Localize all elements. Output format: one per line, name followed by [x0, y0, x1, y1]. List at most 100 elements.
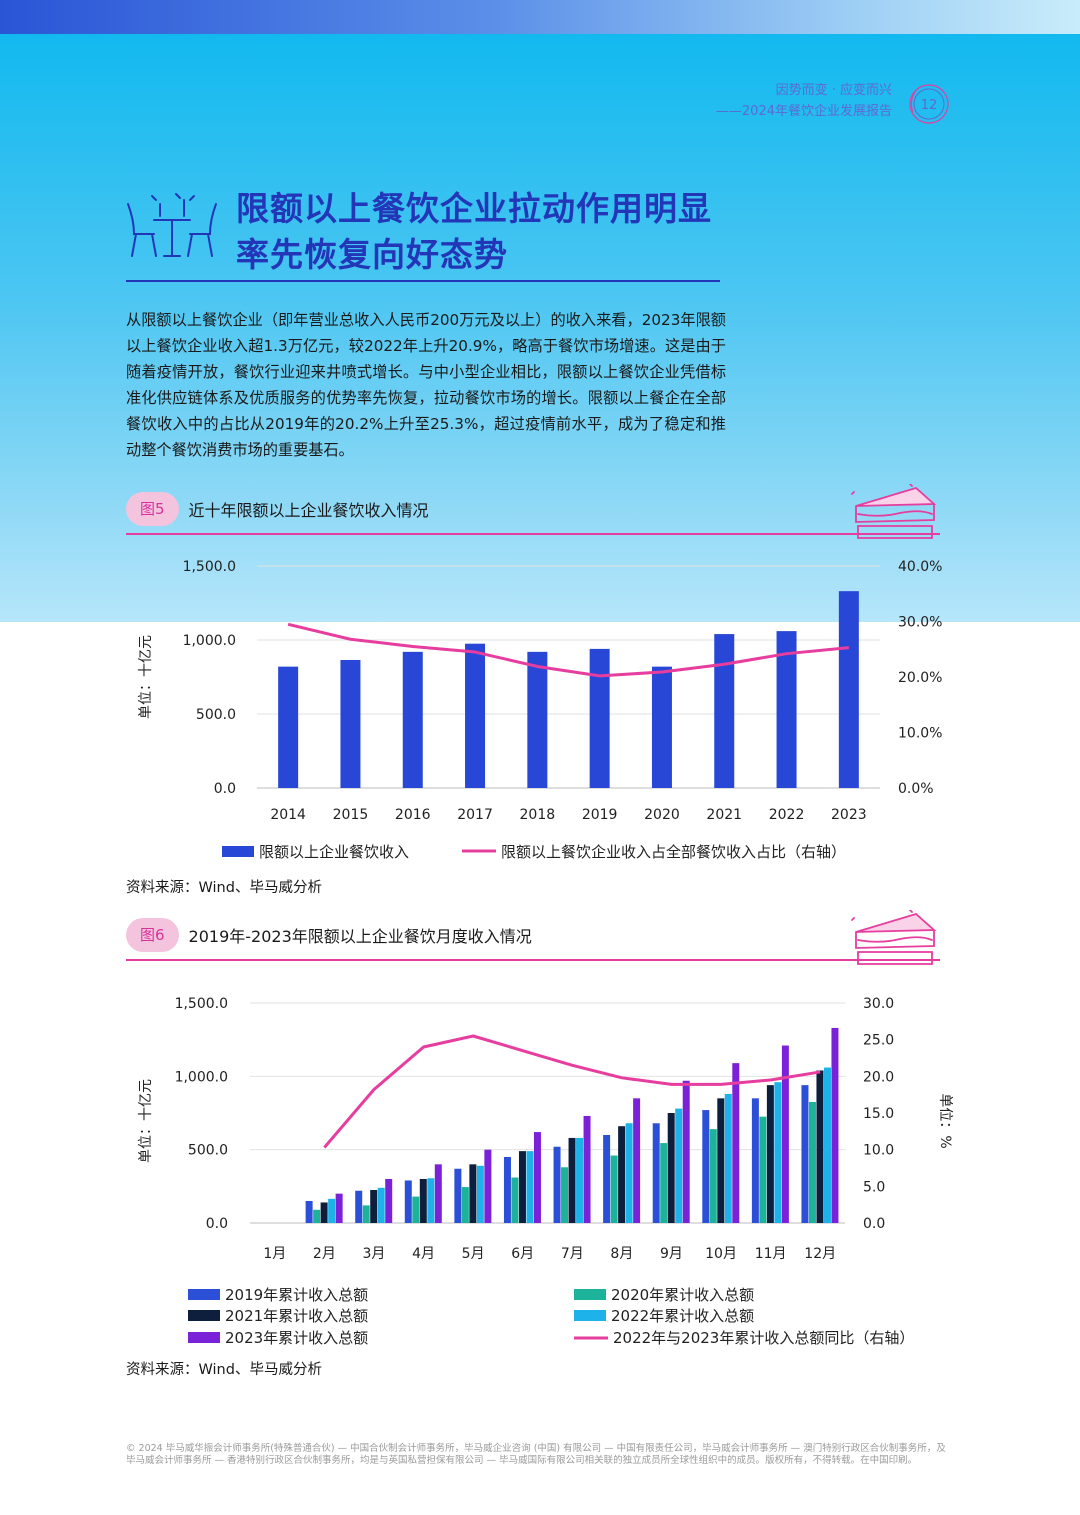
- bar-s2020: [610, 1155, 618, 1223]
- bar-s2020: [511, 1177, 519, 1223]
- y-tick-label: 1,000.0: [175, 1069, 228, 1085]
- y2-axis-label: 单位：%: [937, 1093, 953, 1148]
- y2-tick-label: 15.0: [863, 1106, 894, 1122]
- bar-s2019: [305, 1201, 313, 1223]
- bar: [776, 631, 797, 788]
- figure6-source: 资料来源：Wind、毕马威分析: [126, 1362, 322, 1378]
- bar-s2020: [412, 1196, 420, 1223]
- legend-swatch-s2019: [188, 1289, 220, 1300]
- bar-s2019: [801, 1085, 809, 1223]
- x-tick-label: 3月: [362, 1246, 385, 1262]
- bar-s2019: [652, 1123, 660, 1223]
- copyright-footer: © 2024 毕马威华振会计师事务所(特殊普通合伙) — 中国合伙制会计师事务所…: [126, 1443, 946, 1466]
- bar-s2020: [561, 1167, 569, 1223]
- bar-s2020: [362, 1205, 370, 1223]
- bar: [838, 591, 859, 788]
- y2-tick-label: 40.0%: [898, 559, 942, 575]
- x-tick-label: 2月: [313, 1246, 336, 1262]
- x-tick-label: 8月: [610, 1246, 633, 1262]
- bar-s2021: [717, 1098, 725, 1223]
- x-tick-label: 2018: [520, 807, 556, 823]
- bar-s2022: [377, 1187, 385, 1223]
- figure5-chart: 0.0 500.0 1,000.0 1,500.0 0.0% 10.0% 20.0% 30.0…: [138, 559, 942, 861]
- figure5-label: 图5 近十年限额以上企业餐饮收入情况: [126, 492, 429, 526]
- figure5-badge: 图5: [126, 492, 179, 526]
- bar-s2020: [313, 1209, 321, 1223]
- bar-s2022: [823, 1067, 831, 1223]
- bar-s2022: [774, 1082, 782, 1223]
- title-underline: [126, 280, 720, 282]
- x-tick-label: 2020: [644, 807, 680, 823]
- bar: [465, 643, 486, 788]
- bar: [340, 659, 361, 788]
- bar-s2022: [427, 1178, 435, 1223]
- y2-tick-label: 10.0: [863, 1143, 894, 1159]
- cake-slice-icon-2: [851, 910, 937, 965]
- bar: [589, 648, 610, 788]
- bar-s2020: [461, 1187, 469, 1223]
- bar-s2023: [732, 1063, 740, 1223]
- y-tick-label: 1,500.0: [183, 559, 236, 575]
- legend-label-s2019: 2019年累计收入总额: [225, 1286, 368, 1304]
- x-tick-label: 2021: [706, 807, 742, 823]
- dining-table-icon: [127, 193, 217, 257]
- x-tick-label: 2017: [457, 807, 493, 823]
- bar: [651, 666, 672, 788]
- bar-s2022: [724, 1093, 732, 1223]
- top-gradient-bar: [0, 0, 1080, 34]
- x-tick-label: 2023: [831, 807, 867, 823]
- bar-s2023: [633, 1098, 641, 1223]
- x-tick-label: 2019: [582, 807, 618, 823]
- x-tick-label: 6月: [511, 1246, 534, 1262]
- figure6-title: 2019年-2023年限额以上企业餐饮月度收入情况: [188, 927, 532, 946]
- bar-s2019: [503, 1157, 511, 1223]
- body-text: 从限额以上餐饮企业（即年营业总收入人民币200万元及以上）的收入来看，2023年…: [126, 311, 726, 459]
- yoy-line: [323, 1034, 821, 1149]
- bar-s2019: [603, 1135, 611, 1223]
- y2-tick-label: 25.0: [863, 1033, 894, 1049]
- x-tick-label: 2014: [270, 807, 306, 823]
- bar-s2022: [328, 1198, 336, 1223]
- bar-s2019: [404, 1180, 412, 1223]
- legend-label-s2022: 2022年累计收入总额: [611, 1307, 754, 1325]
- page-number: 12: [921, 98, 938, 113]
- bar-s2021: [518, 1151, 526, 1223]
- bar-s2021: [816, 1070, 824, 1223]
- figure5-title: 近十年限额以上企业餐饮收入情况: [188, 501, 429, 520]
- bar-s2023: [484, 1149, 492, 1223]
- legend-swatch-s2022: [574, 1310, 606, 1321]
- legend-label-bar: 限额以上企业餐饮收入: [259, 843, 409, 861]
- bar-s2023: [385, 1179, 393, 1223]
- legend-label-s2020: 2020年累计收入总额: [611, 1286, 754, 1304]
- page-number-badge: 12: [909, 84, 949, 124]
- figure6-badge: 图6: [126, 918, 179, 952]
- header-report-name: ——2024年餐饮企业发展报告: [715, 104, 892, 119]
- y-tick-label: 500.0: [188, 1143, 228, 1159]
- x-tick-label: 9月: [660, 1246, 683, 1262]
- y2-tick-label: 30.0%: [898, 615, 942, 631]
- share-line: [287, 622, 849, 678]
- bar-s2021: [469, 1164, 477, 1223]
- bar-s2021: [370, 1190, 378, 1223]
- bar-s2022: [576, 1137, 584, 1223]
- figure5-source: 资料来源：Wind、毕马威分析: [126, 880, 322, 896]
- bar-s2021: [419, 1179, 427, 1223]
- bar-s2023: [583, 1115, 591, 1223]
- bar-s2019: [454, 1168, 462, 1223]
- bar-s2021: [766, 1085, 774, 1223]
- bar-s2023: [434, 1164, 442, 1223]
- bar: [527, 651, 548, 788]
- bar-s2019: [751, 1098, 759, 1223]
- cake-slice-icon: [851, 484, 937, 539]
- title-line-1: 限额以上餐饮企业拉动作用明显: [236, 189, 712, 228]
- hero-background: [0, 34, 1080, 622]
- y-tick-label: 0.0: [206, 1216, 228, 1232]
- x-tick-label: 4月: [412, 1246, 435, 1262]
- legend-label-line: 2022年与2023年累计收入总额同比（右轴）: [613, 1329, 914, 1347]
- body-paragraph: 从限额以上餐饮企业（即年营业总收入人民币200万元及以上）的收入来看，2023年…: [126, 307, 726, 463]
- figure6-label: 图6 2019年-2023年限额以上企业餐饮月度收入情况: [126, 918, 532, 952]
- bar-s2021: [320, 1202, 328, 1223]
- legend-swatch-s2023: [188, 1332, 220, 1343]
- bar-s2023: [781, 1045, 789, 1223]
- bar: [402, 651, 423, 788]
